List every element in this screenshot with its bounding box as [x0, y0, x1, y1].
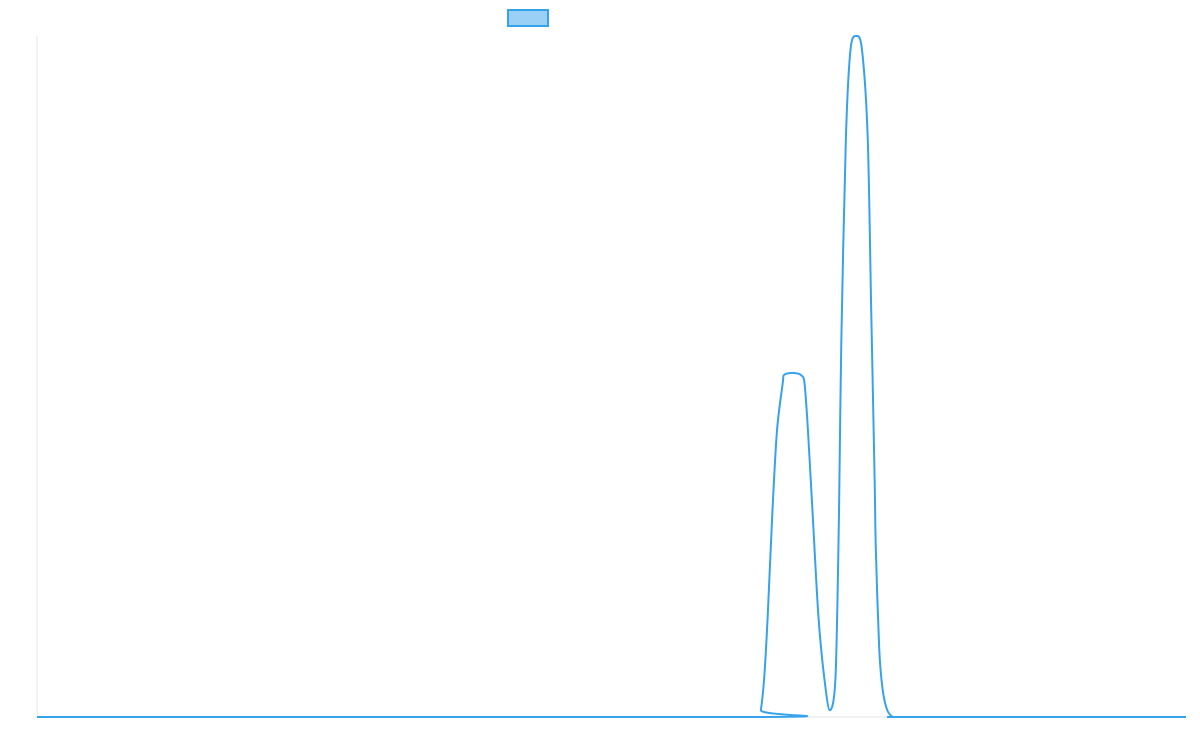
legend — [507, 9, 549, 27]
plot-area — [36, 34, 1186, 719]
legend-swatch[interactable] — [507, 9, 549, 27]
series-line-0[interactable] — [36, 34, 1186, 719]
series-layer — [36, 34, 1186, 719]
